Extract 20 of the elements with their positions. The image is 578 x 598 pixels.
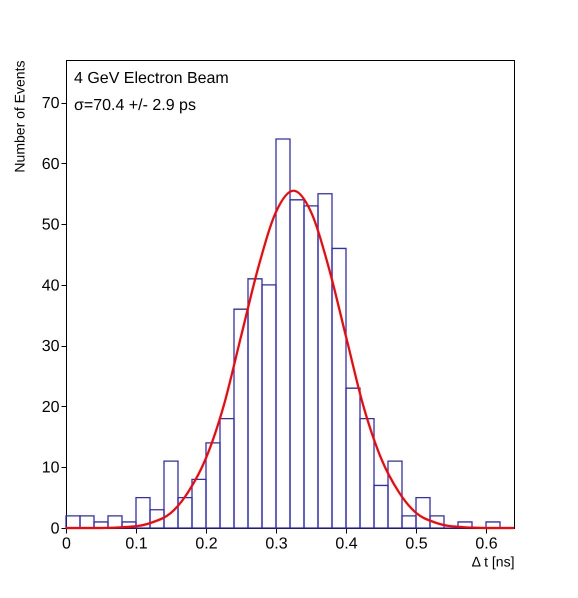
y-axis-title: Number of Events	[12, 60, 28, 173]
x-tick-label: 0.1	[125, 536, 148, 552]
y-tick-label: 60	[42, 156, 60, 173]
line-series	[64, 190, 516, 530]
x-tick-label: 0.4	[335, 536, 358, 552]
y-tick-label: 10	[42, 460, 60, 477]
x-axis-title: Δ t [ns]	[472, 554, 514, 570]
y-tick-label: 20	[42, 398, 60, 416]
x-tick-label: 0	[62, 536, 72, 552]
y-tick-label: 50	[42, 216, 60, 234]
x-tick-label: 0.6	[475, 536, 498, 552]
x-tick-label: 0.3	[265, 536, 288, 552]
x-tick-label: 0.2	[195, 536, 218, 552]
y-tick-label: 40	[42, 277, 60, 294]
annotation: 4 GeV Electron Beam	[74, 70, 229, 87]
y-tick-label: 30	[42, 338, 60, 356]
y-tick-label: 70	[42, 95, 60, 112]
y-tick-label: 0	[50, 520, 60, 538]
x-tick-label: 0.5	[405, 536, 428, 552]
annotation: σ=70.4 +/- 2.9 ps	[74, 97, 196, 114]
